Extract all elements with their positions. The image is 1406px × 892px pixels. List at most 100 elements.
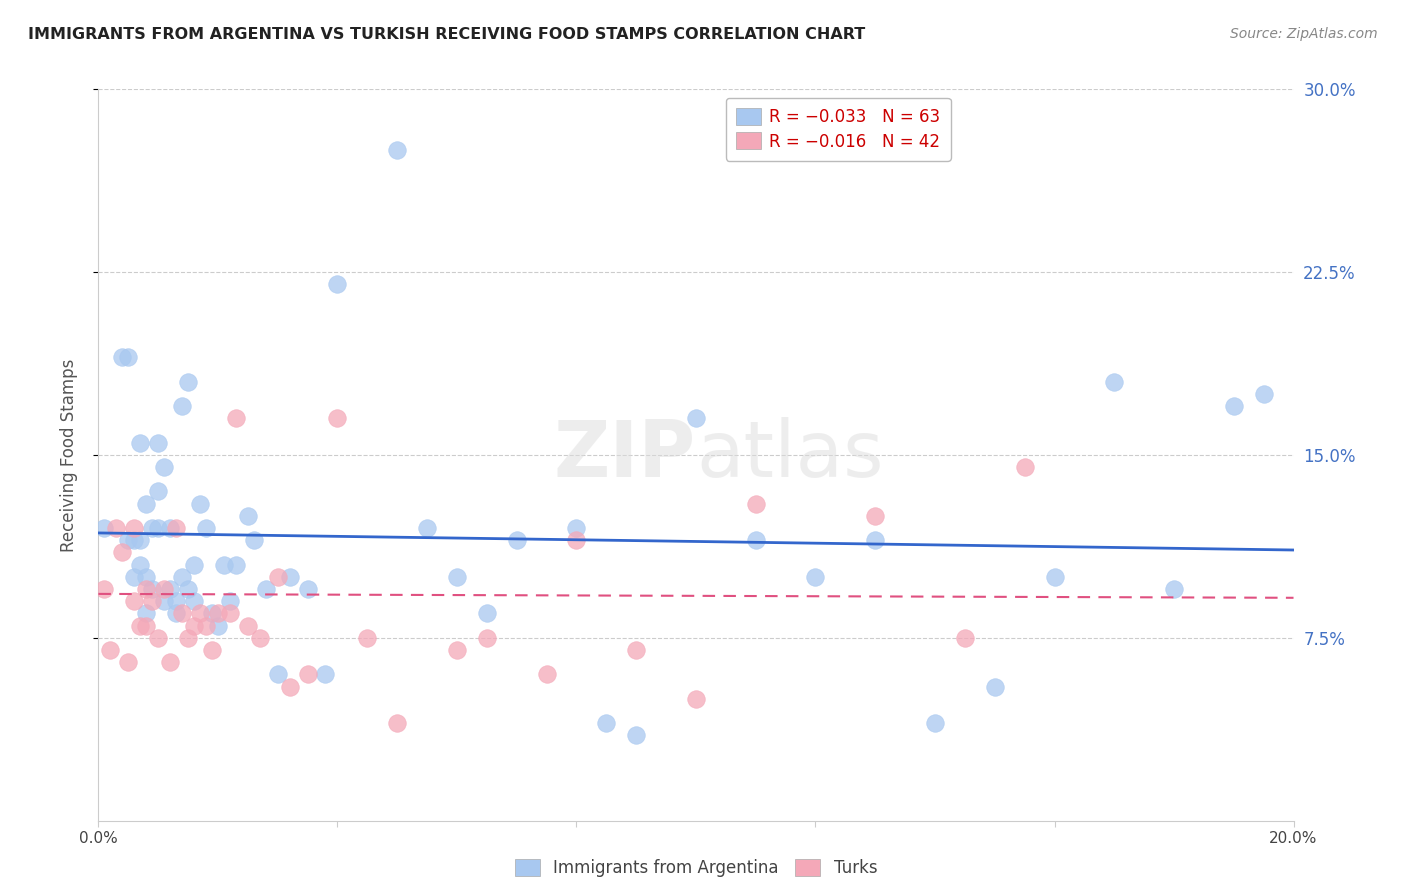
Point [141, 582, 163, 596]
Point [117, 655, 139, 669]
Point [385, 143, 409, 157]
Point [595, 716, 617, 731]
Point [249, 631, 271, 645]
Point [212, 558, 235, 572]
Point [315, 667, 337, 681]
Point [1223, 399, 1246, 413]
Point [177, 582, 200, 596]
Y-axis label: Receiving Food Stamps: Receiving Food Stamps [59, 359, 77, 551]
Point [475, 631, 498, 645]
Point [506, 533, 529, 548]
Point [100, 643, 122, 657]
Point [105, 521, 128, 535]
Point [219, 607, 242, 621]
Point [297, 582, 319, 596]
Point [278, 680, 301, 694]
Point [804, 570, 827, 584]
Point [865, 533, 887, 548]
Text: Source: ZipAtlas.com: Source: ZipAtlas.com [1230, 27, 1378, 41]
Point [111, 351, 134, 365]
Legend: Immigrants from Argentina, Turks: Immigrants from Argentina, Turks [506, 851, 886, 886]
Point [159, 655, 181, 669]
Point [865, 508, 887, 523]
Point [685, 691, 707, 706]
Point [135, 607, 157, 621]
Point [124, 521, 146, 535]
Point [129, 533, 152, 548]
Point [924, 716, 946, 731]
Point [183, 618, 205, 632]
Point [219, 594, 242, 608]
Text: atlas: atlas [696, 417, 883, 493]
Point [236, 618, 259, 632]
Point [626, 643, 648, 657]
Point [745, 497, 768, 511]
Point [225, 411, 247, 425]
Point [1253, 387, 1275, 401]
Point [207, 618, 229, 632]
Point [626, 728, 648, 742]
Point [159, 582, 181, 596]
Point [93, 521, 115, 535]
Point [135, 570, 157, 584]
Point [201, 643, 224, 657]
Point [356, 631, 378, 645]
Point [195, 521, 218, 535]
Point [207, 607, 229, 621]
Point [172, 399, 194, 413]
Point [1014, 460, 1036, 475]
Point [225, 558, 247, 572]
Point [984, 680, 1007, 694]
Point [141, 521, 163, 535]
Point [188, 497, 211, 511]
Point [124, 570, 146, 584]
Point [111, 545, 134, 559]
Point [117, 351, 139, 365]
Point [177, 375, 200, 389]
Point [153, 594, 176, 608]
Point [129, 618, 152, 632]
Point [297, 667, 319, 681]
Point [201, 607, 224, 621]
Point [153, 582, 176, 596]
Point [188, 607, 211, 621]
Point [165, 607, 187, 621]
Point [267, 667, 290, 681]
Point [153, 460, 176, 475]
Point [1104, 375, 1126, 389]
Point [141, 594, 163, 608]
Point [124, 533, 146, 548]
Point [135, 618, 157, 632]
Point [135, 497, 157, 511]
Point [745, 533, 768, 548]
Point [446, 643, 468, 657]
Point [565, 533, 588, 548]
Point [326, 411, 349, 425]
Point [195, 618, 218, 632]
Point [1043, 570, 1066, 584]
Point [93, 582, 115, 596]
Text: IMMIGRANTS FROM ARGENTINA VS TURKISH RECEIVING FOOD STAMPS CORRELATION CHART: IMMIGRANTS FROM ARGENTINA VS TURKISH REC… [28, 27, 865, 42]
Point [267, 570, 290, 584]
Point [148, 631, 170, 645]
Point [475, 607, 498, 621]
Point [385, 716, 409, 731]
Point [183, 594, 205, 608]
Point [278, 570, 301, 584]
Point [446, 570, 468, 584]
Point [685, 411, 707, 425]
Point [416, 521, 439, 535]
Point [254, 582, 277, 596]
Point [117, 533, 139, 548]
Point [148, 484, 170, 499]
Point [236, 508, 259, 523]
Point [1163, 582, 1185, 596]
Point [124, 594, 146, 608]
Point [243, 533, 266, 548]
Point [565, 521, 588, 535]
Point [148, 435, 170, 450]
Point [536, 667, 558, 681]
Point [177, 631, 200, 645]
Point [183, 558, 205, 572]
Point [172, 607, 194, 621]
